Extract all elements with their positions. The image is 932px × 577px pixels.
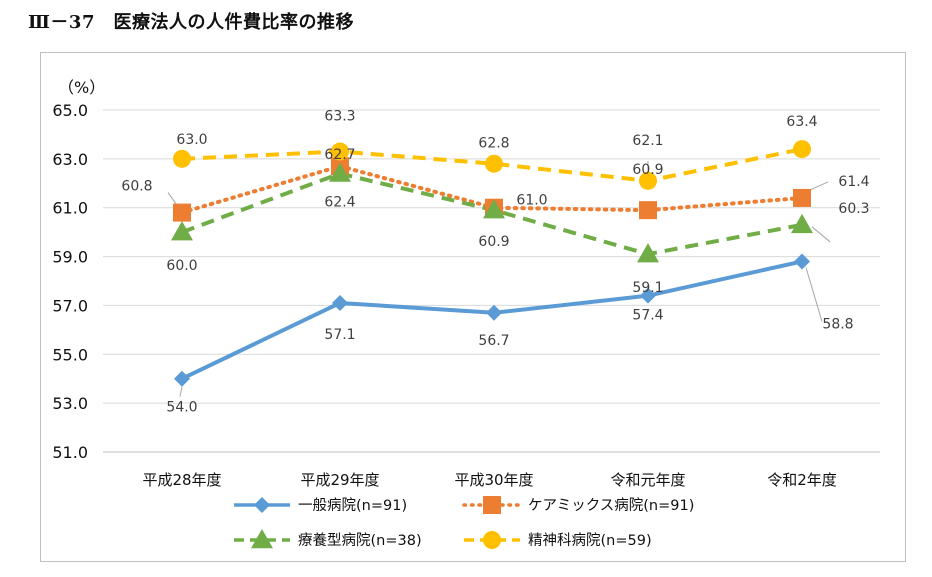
- data-point-general-hospital: [486, 304, 502, 321]
- data-label-long-term-care-hospital: 60.9: [478, 234, 509, 250]
- data-point-general-hospital: [640, 287, 656, 304]
- y-tick-label: 55.0: [52, 345, 88, 364]
- data-point-long-term-care-hospital: [329, 162, 351, 182]
- x-tick-label: 平成29年度: [300, 471, 379, 489]
- y-tick-label: 65.0: [52, 101, 88, 120]
- y-tick-label: 57.0: [52, 296, 88, 315]
- series-line-psychiatric-hospital: [181, 147, 803, 183]
- y-axis-unit-label: （%）: [58, 78, 105, 97]
- data-point-psychiatric-hospital: [173, 149, 191, 168]
- data-point-long-term-care-hospital: [171, 221, 193, 241]
- x-tick-label: 令和元年度: [610, 471, 685, 489]
- data-point-long-term-care-hospital: [637, 243, 659, 263]
- data-label-general-hospital: 57.1: [324, 327, 355, 343]
- legend-label-care-mix-hospital: ケアミックス病院(n=91): [528, 497, 694, 514]
- chart-frame: [40, 52, 906, 562]
- data-label-long-term-care-hospital: 60.3: [838, 201, 869, 217]
- legend-label-long-term-care-hospital: 療養型病院(n=38): [298, 531, 422, 549]
- y-tick-label: 51.0: [52, 443, 88, 462]
- data-label-psychiatric-hospital: 63.4: [786, 114, 817, 130]
- y-tick-label: 59.0: [52, 248, 88, 267]
- data-point-care-mix-hospital: [639, 201, 657, 220]
- data-label-psychiatric-hospital: 63.3: [324, 109, 355, 125]
- legend-marker-psychiatric-hospital: [483, 531, 501, 549]
- data-point-general-hospital: [332, 294, 348, 311]
- y-tick-label: 63.0: [52, 150, 88, 169]
- x-tick-label: 令和2年度: [767, 471, 837, 489]
- y-tick-label: 61.0: [52, 199, 88, 218]
- data-point-psychiatric-hospital: [639, 171, 657, 190]
- label-leader-line: [179, 386, 183, 397]
- data-point-long-term-care-hospital: [483, 199, 505, 219]
- data-label-care-mix-hospital: 60.9: [632, 162, 663, 178]
- data-point-care-mix-hospital: [793, 188, 811, 207]
- data-label-psychiatric-hospital: 63.0: [176, 132, 207, 148]
- data-label-care-mix-hospital: 61.0: [516, 193, 547, 209]
- data-label-psychiatric-hospital: 62.1: [632, 133, 663, 149]
- label-leader-line: [809, 181, 829, 191]
- legend-marker-general-hospital: [254, 497, 270, 513]
- data-label-long-term-care-hospital: 59.1: [632, 280, 663, 296]
- data-label-psychiatric-hospital: 62.8: [478, 136, 509, 152]
- label-leader-line: [811, 226, 831, 243]
- data-label-general-hospital: 58.8: [822, 316, 853, 332]
- data-label-general-hospital: 56.7: [478, 333, 509, 349]
- data-point-psychiatric-hospital: [331, 142, 349, 161]
- legend-label-psychiatric-hospital: 精神科病院(n=59): [528, 532, 652, 549]
- data-point-long-term-care-hospital: [791, 213, 813, 234]
- legend-label-general-hospital: 一般病院(n=91): [298, 497, 407, 514]
- data-label-care-mix-hospital: 62.7: [324, 147, 355, 163]
- data-label-long-term-care-hospital: 62.4: [324, 195, 355, 211]
- label-leader-line: [805, 267, 823, 322]
- y-tick-label: 53.0: [52, 394, 88, 413]
- x-tick-label: 平成28年度: [142, 471, 221, 489]
- data-point-psychiatric-hospital: [485, 154, 503, 173]
- legend-marker-care-mix-hospital: [483, 496, 501, 514]
- data-point-care-mix-hospital: [173, 203, 191, 222]
- legend-marker-long-term-care-hospital: [251, 529, 273, 549]
- figure-title: Ⅲ－37 医療法人の人件費比率の推移: [28, 12, 354, 33]
- data-point-general-hospital: [174, 370, 190, 387]
- data-label-general-hospital: 54.0: [166, 400, 197, 416]
- series-line-general-hospital: [181, 259, 803, 381]
- data-label-general-hospital: 57.4: [632, 308, 663, 324]
- data-point-psychiatric-hospital: [793, 140, 811, 159]
- data-label-long-term-care-hospital: 60.0: [166, 258, 197, 274]
- data-label-care-mix-hospital: 61.4: [838, 174, 869, 190]
- data-label-care-mix-hospital: 60.8: [121, 179, 152, 195]
- x-tick-label: 平成30年度: [454, 471, 533, 489]
- data-point-general-hospital: [794, 253, 810, 270]
